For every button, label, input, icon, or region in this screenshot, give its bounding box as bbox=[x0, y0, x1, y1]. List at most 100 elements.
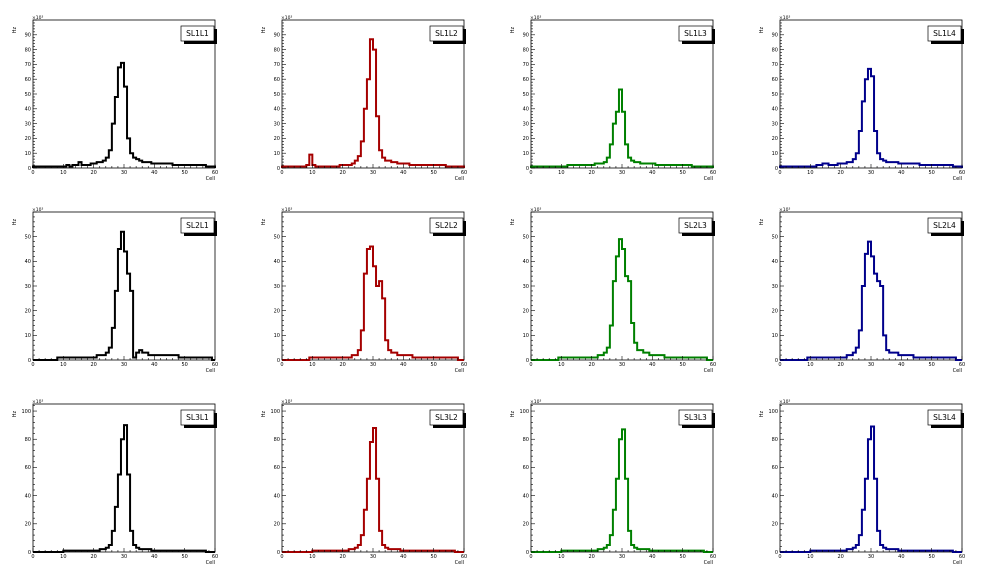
histogram-panel-sl1l2: 0 10 20 30 40 50 60 0 10 20 30 40 50 60 70 80 90 ×10³ Cell… bbox=[261, 15, 467, 182]
x-tick-label: 20 bbox=[90, 362, 96, 368]
x-tick-label: 0 bbox=[778, 170, 781, 176]
y-tick-label: 20 bbox=[523, 308, 529, 314]
y-tick-label: 10 bbox=[523, 333, 529, 339]
y-tick-label: 80 bbox=[523, 47, 529, 53]
y-axis-label: Hz bbox=[759, 26, 765, 33]
y-tick-label: 80 bbox=[25, 437, 31, 443]
histogram-panel-sl1l4: 0 10 20 30 40 50 60 0 10 20 30 40 50 60 70 80 90 ×10³ Cell… bbox=[759, 15, 965, 182]
x-tick-label: 20 bbox=[90, 170, 96, 176]
x-tick-label: 40 bbox=[898, 362, 904, 368]
x-tick-label: 50 bbox=[679, 170, 685, 176]
x-tick-label: 50 bbox=[181, 362, 187, 368]
title-box bbox=[678, 217, 713, 234]
x-tick-label: 60 bbox=[710, 170, 716, 176]
x-tick-label: 0 bbox=[31, 170, 34, 176]
y-tick-label: 0 bbox=[277, 166, 280, 172]
histogram-title: SL2L2 bbox=[435, 221, 458, 230]
x-tick-label: 20 bbox=[588, 554, 594, 560]
y-tick-label: 10 bbox=[772, 151, 778, 157]
x-tick-label: 30 bbox=[121, 554, 127, 560]
y-tick-label: 30 bbox=[274, 284, 280, 290]
y-tick-label: 90 bbox=[523, 33, 529, 39]
histogram-title: SL3L2 bbox=[435, 413, 458, 422]
y-tick-label: 40 bbox=[772, 493, 778, 499]
x-tick-label: 60 bbox=[461, 362, 467, 368]
x-tick-label: 60 bbox=[710, 362, 716, 368]
histogram-series bbox=[780, 240, 962, 361]
y-tick-label: 80 bbox=[274, 47, 280, 53]
histogram-panel-sl1l1: 0 10 20 30 40 50 60 0 10 20 30 40 50 60 70 80 90 ×10³ Cell… bbox=[12, 15, 218, 182]
x-tick-label: 20 bbox=[339, 554, 345, 560]
x-tick-label: 10 bbox=[807, 554, 813, 560]
y-tick-label: 30 bbox=[523, 121, 529, 127]
x-axis-label: Cell bbox=[455, 560, 464, 566]
x-axis-label: Cell bbox=[704, 560, 713, 566]
y-multiplier-label: ×10³ bbox=[281, 15, 292, 21]
x-tick-label: 40 bbox=[649, 170, 655, 176]
y-tick-label: 0 bbox=[526, 358, 529, 364]
y-tick-label: 100 bbox=[768, 409, 778, 415]
x-tick-label: 40 bbox=[649, 554, 655, 560]
histogram-title: SL3L4 bbox=[933, 413, 956, 422]
y-multiplier-label: ×10³ bbox=[530, 15, 541, 21]
y-tick-label: 50 bbox=[523, 234, 529, 240]
y-tick-label: 0 bbox=[775, 166, 778, 172]
x-tick-label: 0 bbox=[31, 362, 34, 368]
y-tick-label: 40 bbox=[274, 493, 280, 499]
y-tick-label: 80 bbox=[772, 437, 778, 443]
histogram-panel-sl2l1: 0 10 20 30 40 50 60 0 10 20 30 40 50 ×10³ Cell Hz SL2L1 bbox=[12, 207, 218, 374]
y-axis-label: Hz bbox=[510, 26, 516, 33]
y-tick-label: 60 bbox=[772, 77, 778, 83]
y-tick-label: 80 bbox=[25, 47, 31, 53]
histogram-series bbox=[33, 424, 215, 553]
x-tick-label: 50 bbox=[679, 362, 685, 368]
x-tick-label: 50 bbox=[928, 362, 934, 368]
x-tick-label: 30 bbox=[619, 554, 625, 560]
x-tick-label: 60 bbox=[212, 554, 218, 560]
y-tick-label: 60 bbox=[274, 77, 280, 83]
x-tick-label: 0 bbox=[31, 554, 34, 560]
y-tick-label: 30 bbox=[25, 284, 31, 290]
y-tick-label: 40 bbox=[523, 493, 529, 499]
x-tick-label: 0 bbox=[778, 362, 781, 368]
x-tick-label: 10 bbox=[558, 170, 564, 176]
x-tick-label: 30 bbox=[619, 170, 625, 176]
x-tick-label: 60 bbox=[212, 170, 218, 176]
x-tick-label: 10 bbox=[309, 362, 315, 368]
x-tick-label: 20 bbox=[837, 554, 843, 560]
title-box bbox=[927, 409, 962, 426]
x-tick-label: 40 bbox=[649, 362, 655, 368]
x-tick-label: 40 bbox=[400, 554, 406, 560]
histogram-series bbox=[780, 425, 962, 553]
y-axis-label: Hz bbox=[12, 218, 18, 225]
histogram-panel-sl3l1: 0 10 20 30 40 50 60 0 20 40 60 80 100×10³ Cell Hz SL3L1 bbox=[12, 399, 218, 566]
y-tick-label: 60 bbox=[25, 77, 31, 83]
y-tick-label: 40 bbox=[772, 259, 778, 265]
histogram-series bbox=[282, 426, 464, 553]
y-axis-label: Hz bbox=[510, 410, 516, 417]
y-axis-label: Hz bbox=[759, 218, 765, 225]
histogram-panel-sl3l4: 0 10 20 30 40 50 60 0 20 40 60 80 100×10³ Cell Hz SL3L4 bbox=[759, 399, 965, 566]
x-tick-label: 30 bbox=[370, 170, 376, 176]
y-tick-label: 50 bbox=[274, 234, 280, 240]
y-tick-label: 40 bbox=[274, 107, 280, 113]
histogram-panel-sl3l3: 0 10 20 30 40 50 60 0 20 40 60 80 100×10³ Cell Hz SL3L3 bbox=[510, 399, 716, 566]
y-tick-label: 20 bbox=[772, 308, 778, 314]
x-tick-label: 50 bbox=[181, 170, 187, 176]
x-tick-label: 30 bbox=[370, 362, 376, 368]
y-tick-label: 40 bbox=[772, 107, 778, 113]
x-axis-label: Cell bbox=[704, 368, 713, 374]
x-axis-label: Cell bbox=[206, 560, 215, 566]
y-tick-label: 20 bbox=[25, 136, 31, 142]
histogram-series bbox=[531, 428, 713, 553]
y-tick-label: 50 bbox=[274, 92, 280, 98]
y-tick-label: 60 bbox=[523, 465, 529, 471]
y-tick-label: 10 bbox=[25, 151, 31, 157]
title-box bbox=[927, 217, 962, 234]
title-box bbox=[678, 409, 713, 426]
histogram-title: SL1L3 bbox=[684, 29, 707, 38]
histogram-series bbox=[530, 88, 714, 168]
x-axis-label: Cell bbox=[704, 176, 713, 182]
y-tick-label: 0 bbox=[775, 550, 778, 556]
